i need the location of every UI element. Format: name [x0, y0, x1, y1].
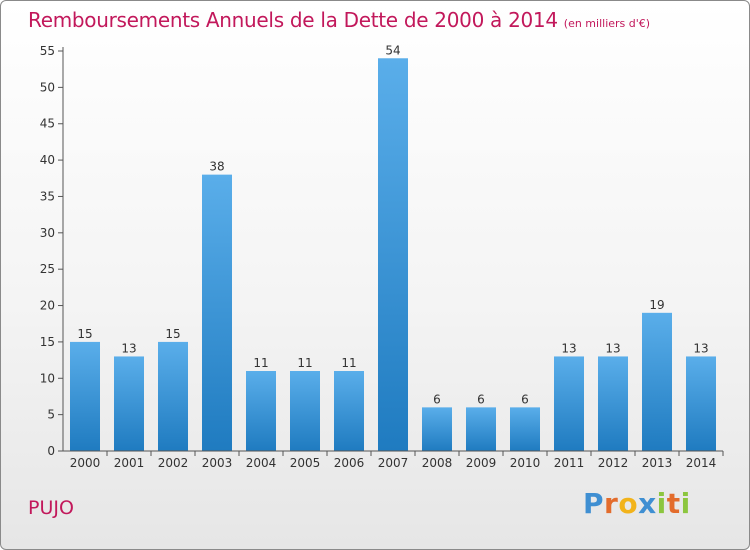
- data-label: 13: [121, 341, 136, 355]
- data-label: 6: [521, 392, 529, 406]
- bar: [466, 407, 496, 451]
- data-label: 38: [209, 160, 224, 174]
- y-tick-label: 0: [47, 444, 55, 458]
- bar: [334, 371, 364, 451]
- bar: [422, 407, 452, 451]
- bar: [290, 371, 320, 451]
- data-label: 11: [297, 356, 312, 370]
- chart-title-text: Remboursements Annuels de la Dette de 20…: [28, 8, 558, 32]
- x-tick-label: 2002: [158, 456, 189, 470]
- data-label: 19: [649, 298, 664, 312]
- x-tick-label: 2008: [422, 456, 453, 470]
- bar: [686, 356, 716, 451]
- data-label: 13: [561, 341, 576, 355]
- x-tick-label: 2001: [114, 456, 145, 470]
- y-tick-label: 30: [40, 226, 55, 240]
- x-tick-label: 2003: [202, 456, 233, 470]
- proxiti-logo: Proxiti: [583, 487, 691, 520]
- data-label: 54: [385, 43, 400, 57]
- x-tick-label: 2009: [466, 456, 497, 470]
- y-tick-label: 5: [47, 408, 55, 422]
- bar: [554, 356, 584, 451]
- logo-letter: x: [638, 487, 657, 520]
- y-tick-label: 55: [40, 44, 55, 58]
- chart-subtitle: (en milliers d'€): [563, 17, 651, 30]
- logo-letter: i: [680, 487, 691, 520]
- y-tick-label: 40: [40, 153, 55, 167]
- logo-letter: o: [618, 487, 639, 520]
- bar: [202, 174, 232, 452]
- bar: [378, 58, 408, 451]
- logo-letter: P: [583, 487, 605, 520]
- axes-layer: 0 5 10 15 20 25 30 35 40 45 50 55 2000 2001 2002 2003 20…: [40, 44, 724, 470]
- y-tick-label: 45: [40, 117, 55, 131]
- y-tick-label: 15: [40, 335, 55, 349]
- logo-letter: i: [656, 487, 667, 520]
- bar: [158, 341, 188, 451]
- bar: [70, 341, 100, 451]
- data-label: 13: [605, 341, 620, 355]
- chart-title: Remboursements Annuels de la Dette de 20…: [28, 8, 650, 32]
- bars-layer: 15 13 15 38 11 11 11 54 6 6 6 13 13 19 13: [70, 43, 716, 452]
- x-tick-label: 2012: [598, 456, 629, 470]
- logo-letter: r: [604, 487, 619, 520]
- y-tick-label: 50: [40, 80, 55, 94]
- bar: [510, 407, 540, 451]
- x-tick-label: 2007: [378, 456, 409, 470]
- data-label: 11: [341, 356, 356, 370]
- bar: [114, 356, 144, 451]
- logo-letter: t: [666, 487, 681, 520]
- bar: [246, 371, 276, 451]
- data-label: 6: [433, 392, 441, 406]
- data-label: 13: [693, 341, 708, 355]
- x-tick-label: 2014: [686, 456, 717, 470]
- data-label: 6: [477, 392, 485, 406]
- x-tick-label: 2006: [334, 456, 365, 470]
- x-tick-label: 2013: [642, 456, 673, 470]
- bar: [598, 356, 628, 451]
- x-tick-label: 2004: [246, 456, 277, 470]
- x-tick-label: 2000: [70, 456, 101, 470]
- y-tick-label: 20: [40, 299, 55, 313]
- bar: [642, 312, 672, 451]
- data-label: 11: [253, 356, 268, 370]
- commune-name: PUJO: [28, 497, 74, 519]
- data-label: 15: [165, 327, 180, 341]
- y-tick-label: 25: [40, 262, 55, 276]
- data-label: 15: [77, 327, 92, 341]
- x-tick-label: 2011: [554, 456, 585, 470]
- y-tick-label: 10: [40, 371, 55, 385]
- x-tick-label: 2010: [510, 456, 541, 470]
- y-tick-label: 35: [40, 189, 55, 203]
- x-tick-label: 2005: [290, 456, 321, 470]
